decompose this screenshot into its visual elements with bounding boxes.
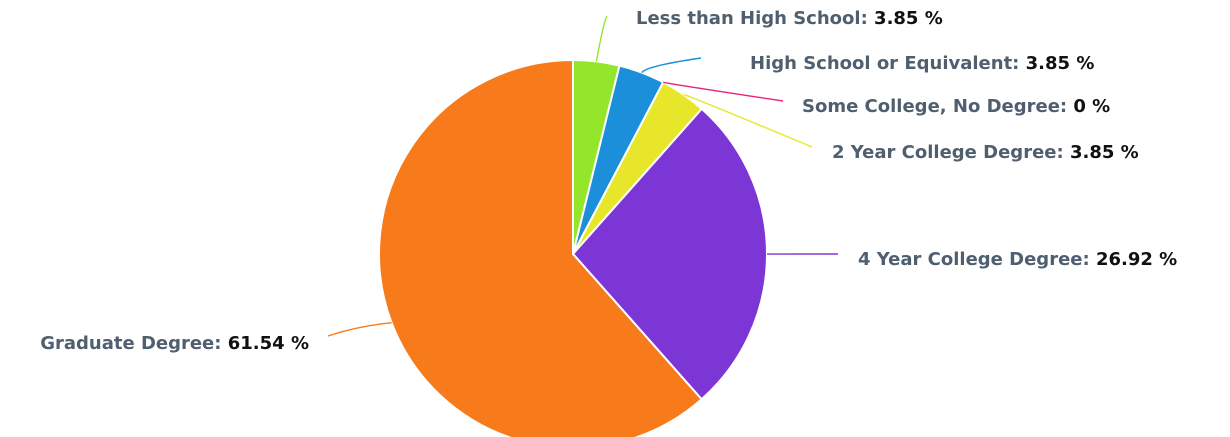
slice-label-value: 3.85 % [1070, 142, 1139, 163]
slice-label-name: High School or Equivalent [750, 53, 1013, 74]
slice-label-graduate-degree: Graduate Degree: 61.54 % [40, 333, 309, 354]
slice-label-value: 3.85 % [874, 8, 943, 29]
slice-label-separator: : [214, 333, 227, 354]
slice-label-value: 26.92 % [1096, 249, 1177, 270]
slice-label-name: Less than High School [636, 8, 861, 29]
slice-label-4-year-college-degree: 4 Year College Degree: 26.92 % [858, 249, 1177, 270]
pie-slice-graduate-degree[interactable] [378, 59, 703, 437]
slice-label-separator: : [861, 8, 874, 29]
slice-label-2-year-college-degree: 2 Year College Degree: 3.85 % [832, 142, 1139, 163]
slice-label-value: 0 % [1073, 96, 1110, 117]
slice-label-name: 4 Year College Degree [858, 249, 1082, 270]
slice-label-some-college-no-degree: Some College, No Degree: 0 % [802, 96, 1110, 117]
slice-label-less-than-high-school: Less than High School: 3.85 % [636, 8, 943, 29]
slice-label-name: 2 Year College Degree [832, 142, 1056, 163]
slice-label-value: 61.54 % [228, 333, 309, 354]
pie-slices [378, 59, 768, 437]
slice-label-separator: : [1012, 53, 1025, 74]
slice-label-name: Graduate Degree [40, 333, 214, 354]
pie-slice-4-year-college-degree[interactable] [572, 107, 768, 401]
slice-label-separator: : [1056, 142, 1069, 163]
slice-label-value: 3.85 % [1026, 53, 1095, 74]
leader-line-less-than-high-school [595, 15, 608, 62]
leader-line-2-year-college-degree [683, 93, 813, 148]
slice-label-name: Some College, No Degree [802, 96, 1060, 117]
leader-line-graduate-degree [327, 322, 392, 337]
slice-label-separator: : [1082, 249, 1095, 270]
pie-labels: Less than High School: 3.85 %High School… [40, 8, 1177, 354]
leader-line-some-college-no-degree [663, 81, 784, 102]
slice-label-high-school-or-equivalent: High School or Equivalent: 3.85 % [750, 53, 1094, 74]
pie-leader-lines [327, 15, 839, 337]
slice-label-separator: : [1060, 96, 1073, 117]
leader-line-high-school-or-equivalent [641, 57, 702, 74]
